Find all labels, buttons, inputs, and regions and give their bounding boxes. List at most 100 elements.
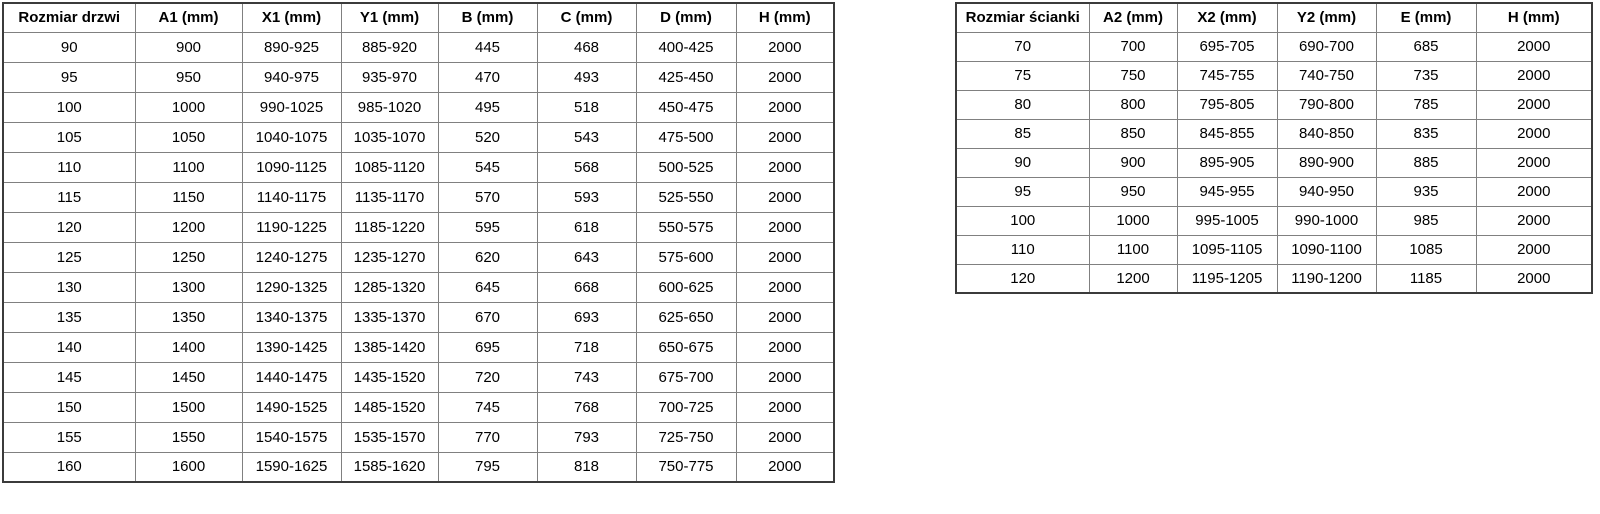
table-cell: 85	[955, 118, 1090, 149]
table-cell: 1000	[134, 91, 243, 123]
column-header: D (mm)	[635, 2, 737, 33]
table-cell: 668	[536, 271, 637, 303]
table-cell: 1335-1370	[340, 301, 439, 333]
table-cell: 125	[2, 241, 136, 273]
table-cell: 885	[1375, 147, 1477, 178]
table-cell: 75	[955, 60, 1090, 91]
table-cell: 768	[536, 391, 637, 423]
table-row: 155 1550 1540-1575 1535-1570 770 793 725-750 20…	[2, 421, 835, 453]
table-cell: 895-905	[1176, 147, 1278, 178]
table-cell: 2000	[1475, 147, 1593, 178]
column-header: H (mm)	[1475, 2, 1593, 33]
table-cell: 593	[536, 181, 637, 213]
wall-size-table: Rozmiar ścianki A2 (mm) X2 (mm) Y2 (mm) E (m…	[955, 2, 1593, 294]
table-cell: 1190-1200	[1276, 263, 1377, 294]
table-cell: 115	[2, 181, 136, 213]
table-cell: 2000	[735, 121, 835, 153]
table-cell: 695-705	[1176, 31, 1278, 62]
table-cell: 740-750	[1276, 60, 1377, 91]
table-cell: 1590-1625	[241, 451, 342, 483]
table-cell: 935-970	[340, 61, 439, 93]
column-header: Y1 (mm)	[340, 2, 439, 33]
table-cell: 850	[1088, 118, 1178, 149]
table-cell: 95	[2, 61, 136, 93]
table-cell: 620	[437, 241, 538, 273]
table-cell: 600-625	[635, 271, 737, 303]
table-cell: 110	[2, 151, 136, 183]
table-cell: 525-550	[635, 181, 737, 213]
table-cell: 1440-1475	[241, 361, 342, 393]
table-cell: 720	[437, 361, 538, 393]
table-cell: 695	[437, 331, 538, 363]
table-cell: 625-650	[635, 301, 737, 333]
table-cell: 2000	[735, 91, 835, 123]
table-cell: 1490-1525	[241, 391, 342, 423]
table-cell: 845-855	[1176, 118, 1278, 149]
table-cell: 1085-1120	[340, 151, 439, 183]
table-cell: 500-525	[635, 151, 737, 183]
table-cell: 643	[536, 241, 637, 273]
table-cell: 135	[2, 301, 136, 333]
table-cell: 1090-1100	[1276, 234, 1377, 265]
table-cell: 985	[1375, 205, 1477, 236]
table-cell: 795	[437, 451, 538, 483]
table-cell: 2000	[1475, 205, 1593, 236]
table-cell: 1300	[134, 271, 243, 303]
table-cell: 770	[437, 421, 538, 453]
table-cell: 890-900	[1276, 147, 1377, 178]
table-cell: 470	[437, 61, 538, 93]
table-cell: 2000	[1475, 263, 1593, 294]
table-cell: 985-1020	[340, 91, 439, 123]
table-cell: 1585-1620	[340, 451, 439, 483]
table-cell: 2000	[1475, 89, 1593, 120]
column-header: Y2 (mm)	[1276, 2, 1377, 33]
table-row: 145 1450 1440-1475 1435-1520 720 743 675-700 20…	[2, 361, 835, 393]
header-row: Rozmiar drzwi A1 (mm) X1 (mm) Y1 (mm) B (mm)…	[2, 2, 835, 33]
table-cell: 995-1005	[1176, 205, 1278, 236]
table-cell: 743	[536, 361, 637, 393]
table-row: 95 950 940-975 935-970 470 493 425-450 2000	[2, 61, 835, 93]
table-cell: 1100	[1088, 234, 1178, 265]
table-cell: 575-600	[635, 241, 737, 273]
table-cell: 1190-1225	[241, 211, 342, 243]
table-cell: 120	[2, 211, 136, 243]
table-cell: 2000	[1475, 60, 1593, 91]
table-cell: 425-450	[635, 61, 737, 93]
table-row: 110 1100 1090-1125 1085-1120 545 568 500-525 20…	[2, 151, 835, 183]
table-row: 85 850 845-855 840-850 835 2000	[955, 118, 1593, 149]
table-cell: 950	[1088, 176, 1178, 207]
column-header: X2 (mm)	[1176, 2, 1278, 33]
table-cell: 155	[2, 421, 136, 453]
table-cell: 568	[536, 151, 637, 183]
table-cell: 1540-1575	[241, 421, 342, 453]
table-cell: 100	[2, 91, 136, 123]
table-cell: 1350	[134, 301, 243, 333]
table-cell: 990-1000	[1276, 205, 1377, 236]
table-cell: 1150	[134, 181, 243, 213]
table-row: 90 900 890-925 885-920 445 468 400-425 2000	[2, 31, 835, 63]
table-cell: 1140-1175	[241, 181, 342, 213]
table-cell: 950	[134, 61, 243, 93]
table-cell: 95	[955, 176, 1090, 207]
table-cell: 120	[955, 263, 1090, 294]
table-row: 90 900 895-905 890-900 885 2000	[955, 147, 1593, 178]
table-cell: 545	[437, 151, 538, 183]
table-cell: 940-975	[241, 61, 342, 93]
column-header: X1 (mm)	[241, 2, 342, 33]
table-cell: 700-725	[635, 391, 737, 423]
table-cell: 1000	[1088, 205, 1178, 236]
table-cell: 1435-1520	[340, 361, 439, 393]
table-cell: 80	[955, 89, 1090, 120]
column-header: A2 (mm)	[1088, 2, 1178, 33]
table-cell: 2000	[1475, 234, 1593, 265]
column-header: B (mm)	[437, 2, 538, 33]
table-cell: 570	[437, 181, 538, 213]
table-cell: 520	[437, 121, 538, 153]
table-cell: 493	[536, 61, 637, 93]
table-cell: 885-920	[340, 31, 439, 63]
table-cell: 1550	[134, 421, 243, 453]
table-cell: 70	[955, 31, 1090, 62]
header-row: Rozmiar ścianki A2 (mm) X2 (mm) Y2 (mm) E (m…	[955, 2, 1593, 33]
table-cell: 90	[955, 147, 1090, 178]
